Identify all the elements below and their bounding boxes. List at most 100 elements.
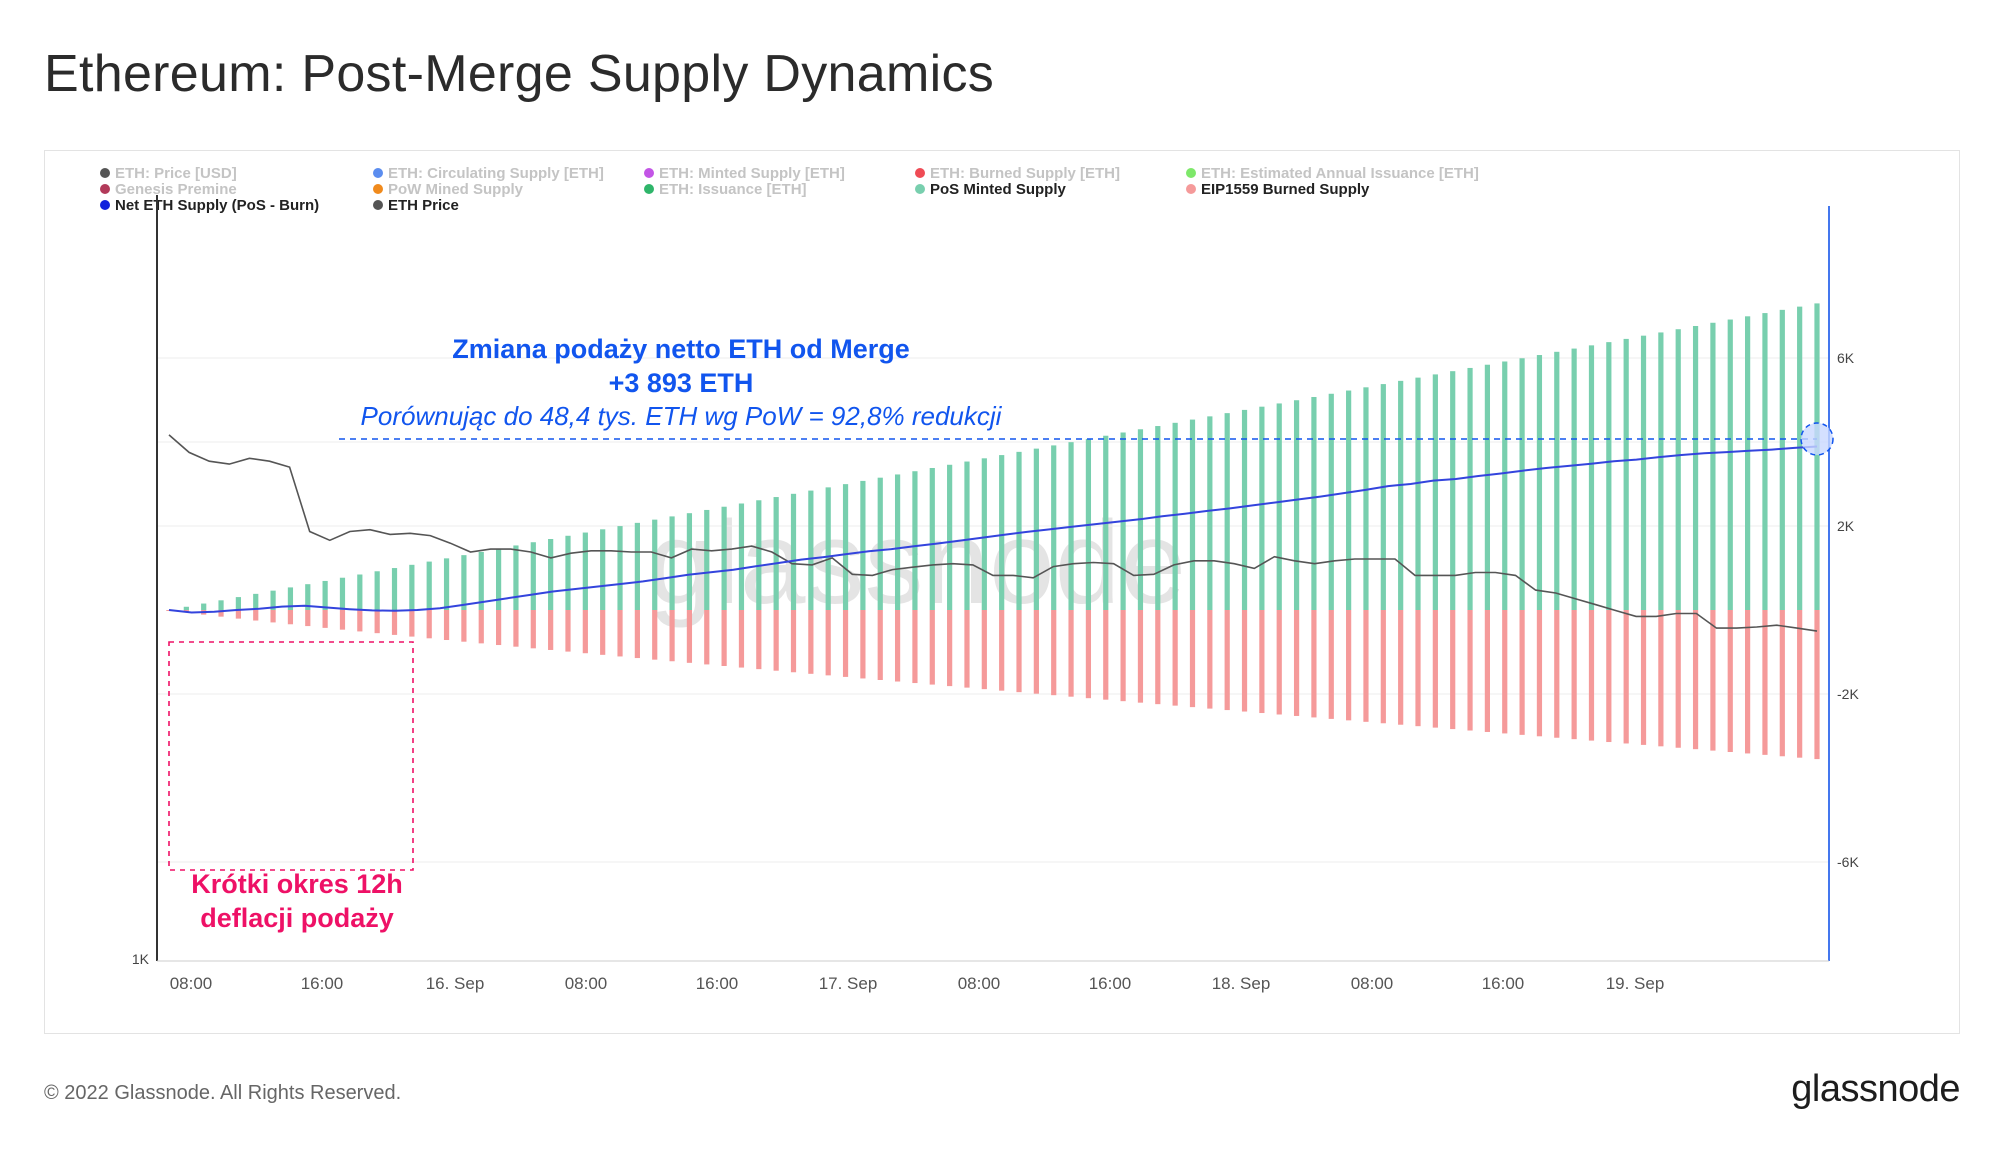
burned-bar xyxy=(1068,610,1074,697)
legend-marker[interactable] xyxy=(100,200,110,210)
pos-minted-bar xyxy=(305,584,311,610)
pos-minted-bar xyxy=(270,590,276,610)
deflation-period-box xyxy=(168,641,414,871)
burned-bar xyxy=(374,610,380,634)
burned-bar xyxy=(1571,610,1577,740)
legend-marker[interactable] xyxy=(373,200,383,210)
pos-minted-bar xyxy=(1502,361,1508,610)
legend-marker[interactable] xyxy=(1186,184,1196,194)
legend-item[interactable]: ETH: Minted Supply [ETH] xyxy=(659,165,845,182)
legend-item[interactable]: ETH: Circulating Supply [ETH] xyxy=(388,165,604,182)
pos-minted-bar xyxy=(548,538,554,610)
pos-minted-bar xyxy=(1710,322,1716,610)
legend-marker[interactable] xyxy=(1186,168,1196,178)
burned-bar xyxy=(652,610,658,660)
burned-bar xyxy=(1502,610,1508,734)
legend-marker[interactable] xyxy=(915,184,925,194)
legend-item[interactable]: ETH Price xyxy=(388,197,459,214)
legend-item[interactable]: EIP1559 Burned Supply xyxy=(1201,181,1370,198)
burned-bar xyxy=(1311,610,1317,718)
pos-minted-bar xyxy=(1467,367,1473,610)
pos-minted-bar xyxy=(1727,319,1733,610)
pos-minted-bar xyxy=(287,587,294,610)
right-axis-tick-label: -2K xyxy=(1837,686,1859,702)
burned-bar xyxy=(513,610,519,647)
pos-minted-bar xyxy=(1432,374,1438,610)
burned-bar xyxy=(1745,610,1751,754)
pos-minted-bar xyxy=(1762,313,1768,610)
burned-bar xyxy=(999,610,1005,691)
pos-minted-bar xyxy=(842,484,849,610)
burned-bar xyxy=(530,610,536,649)
pos-minted-bar xyxy=(1797,306,1803,610)
burned-bar xyxy=(322,610,328,628)
pos-minted-bar xyxy=(634,522,640,610)
legend-marker[interactable] xyxy=(644,184,654,194)
burned-bar xyxy=(1224,610,1230,711)
annotation-main-title: Zmiana podaży netto ETH od Merge xyxy=(452,334,910,364)
pos-minted-bar xyxy=(1224,413,1230,610)
pos-minted-bar xyxy=(530,542,536,610)
legend-marker[interactable] xyxy=(915,168,925,178)
pos-minted-bar xyxy=(1259,406,1265,610)
pos-minted-bar xyxy=(1606,342,1612,610)
burned-bar xyxy=(704,610,710,665)
legend-item[interactable]: Genesis Premine xyxy=(115,181,237,198)
x-axis-tick-label: 08:00 xyxy=(565,974,608,993)
pos-minted-bar xyxy=(1276,403,1282,610)
pos-minted-bar xyxy=(1172,422,1178,610)
pos-minted-bar xyxy=(461,555,467,610)
legend-item[interactable]: PoS Minted Supply xyxy=(930,181,1066,198)
burned-bar xyxy=(686,610,693,663)
pos-minted-bar xyxy=(582,532,588,610)
legend-item[interactable]: ETH: Burned Supply [ETH] xyxy=(930,165,1120,182)
pos-minted-bar xyxy=(721,506,727,610)
pos-minted-bar xyxy=(1588,345,1595,610)
pos-minted-bar xyxy=(929,467,935,610)
legend-marker[interactable] xyxy=(100,168,110,178)
legend-marker[interactable] xyxy=(644,168,654,178)
pos-minted-bar xyxy=(773,497,779,610)
burned-bar xyxy=(443,610,450,641)
pos-minted-bar xyxy=(513,545,519,610)
pos-minted-bar xyxy=(357,574,363,610)
pos-minted-bar xyxy=(1033,448,1039,610)
burned-bar xyxy=(738,610,745,668)
pos-minted-bar xyxy=(235,597,241,610)
burned-bar xyxy=(1554,610,1560,738)
pos-minted-bar xyxy=(426,561,432,610)
burned-bar xyxy=(1241,610,1248,712)
legend-item[interactable]: ETH: Price [USD] xyxy=(115,165,237,182)
eth-price-line xyxy=(168,434,1818,632)
pos-minted-bar xyxy=(374,571,380,610)
pos-minted-bar xyxy=(1814,303,1820,610)
burned-bar xyxy=(1189,610,1196,708)
burned-bar xyxy=(391,610,398,635)
burned-bar xyxy=(1051,610,1057,696)
pos-minted-bar xyxy=(1779,309,1785,610)
burned-bar xyxy=(617,610,623,657)
legend-marker[interactable] xyxy=(373,184,383,194)
burned-bar xyxy=(1276,610,1282,715)
right-axis-tick-label: -6K xyxy=(1837,854,1859,870)
burned-bar xyxy=(339,610,346,630)
pos-minted-bar xyxy=(738,503,745,610)
pos-minted-bar xyxy=(981,458,987,610)
pos-minted-bar xyxy=(704,509,710,610)
burned-bar xyxy=(409,610,415,637)
pos-minted-bar xyxy=(1450,371,1456,610)
legend-item[interactable]: Net ETH Supply (PoS - Burn) xyxy=(115,197,319,214)
legend-marker[interactable] xyxy=(373,168,383,178)
pos-minted-bar xyxy=(1554,351,1560,610)
burned-bar xyxy=(947,610,953,687)
legend-item[interactable]: ETH: Issuance [ETH] xyxy=(659,181,807,198)
burned-bar xyxy=(1363,610,1369,722)
legend-item[interactable]: PoW Mined Supply xyxy=(388,181,524,198)
footer-brand-logo: glassnode xyxy=(1791,1068,1960,1110)
legend-marker[interactable] xyxy=(100,184,110,194)
burned-bar xyxy=(1328,610,1334,719)
burned-bar xyxy=(1727,610,1733,753)
x-axis-tick-label: 08:00 xyxy=(170,974,213,993)
legend-item[interactable]: ETH: Estimated Annual Issuance [ETH] xyxy=(1201,165,1479,182)
pos-minted-bar xyxy=(1519,358,1525,610)
